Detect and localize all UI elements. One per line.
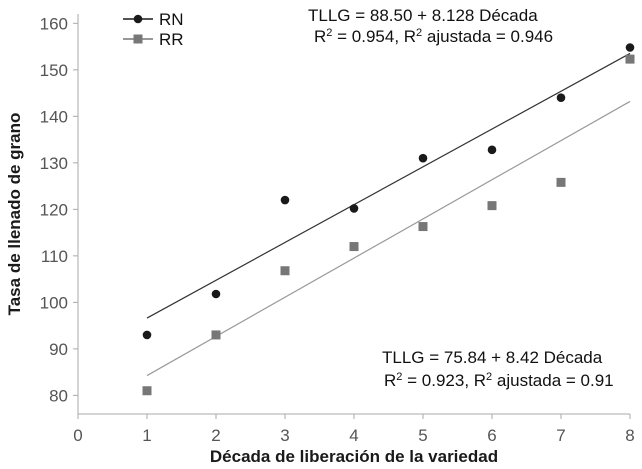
y-axis-label: Tasa de llenado de grano: [5, 113, 24, 316]
point-rr: [142, 386, 152, 396]
equation-rr-line-1: TLLG = 75.84 + 8.42 Década: [382, 348, 603, 367]
point-rn: [418, 153, 428, 163]
equation-rn-line-1: TLLG = 88.50 + 8.128 Década: [308, 6, 538, 25]
x-tick-label: 3: [280, 426, 289, 445]
point-rr: [487, 201, 497, 211]
y-tick-label: 110: [41, 247, 68, 266]
legend-rr-label: RR: [159, 30, 184, 49]
y-tick-label: 80: [49, 386, 68, 405]
x-tick-label: 2: [211, 426, 220, 445]
x-tick-label: 5: [418, 426, 427, 445]
x-tick-label: 0: [73, 426, 82, 445]
point-rr: [418, 222, 428, 232]
point-rr: [349, 242, 359, 252]
x-tick-label: 7: [556, 426, 565, 445]
fit-lines: [146, 52, 631, 377]
y-tick-label: 140: [40, 107, 68, 126]
y-tick-label: 120: [40, 200, 68, 219]
legend-rn-label: RN: [159, 10, 184, 29]
point-rn: [280, 195, 290, 205]
fit-line-rn: [146, 52, 631, 319]
equation-rn-line-2: R2 = 0.954, R2 ajustada = 0.946: [314, 27, 553, 46]
point-rn: [487, 145, 497, 155]
y-tick-label: 160: [40, 14, 68, 33]
legend-marker-rn: [133, 14, 143, 24]
y-tick-label: 90: [49, 340, 68, 359]
point-rn: [625, 43, 635, 52]
x-tick-label: 4: [349, 426, 358, 445]
y-tick-label: 150: [40, 61, 68, 80]
y-ticks: 80 90 100 110 120 130 140 150 160: [40, 14, 78, 405]
x-tick-label: 8: [625, 426, 634, 445]
legend-rr-marker: [133, 34, 143, 44]
x-tick-label: 6: [487, 426, 496, 445]
point-rn: [556, 93, 566, 103]
legend-marker-rr: [133, 34, 143, 44]
legend-rn-marker: [133, 14, 143, 24]
data-points: [142, 43, 635, 396]
y-tick-label: 100: [40, 293, 68, 312]
point-rn: [211, 289, 221, 299]
point-rr: [625, 54, 635, 64]
point-rn: [142, 330, 152, 340]
x-tick-label: 1: [142, 426, 151, 445]
point-rn: [349, 204, 359, 213]
legend: RN RR: [123, 10, 184, 49]
point-rr: [556, 177, 566, 187]
equation-rr-line-2: R2 = 0.923, R2 ajustada = 0.91: [384, 371, 614, 390]
y-tick-label: 130: [40, 154, 68, 173]
fit-line-rr: [146, 100, 631, 377]
x-axis-label: Década de liberación de la variedad: [210, 447, 498, 466]
point-rr: [211, 330, 221, 340]
x-ticks: 0 1 2 3 4 5 6 7 8: [73, 414, 635, 445]
equations: TLLG = 88.50 + 8.128 Década R2 = 0.954, R…: [308, 6, 614, 390]
point-rr: [280, 266, 290, 276]
